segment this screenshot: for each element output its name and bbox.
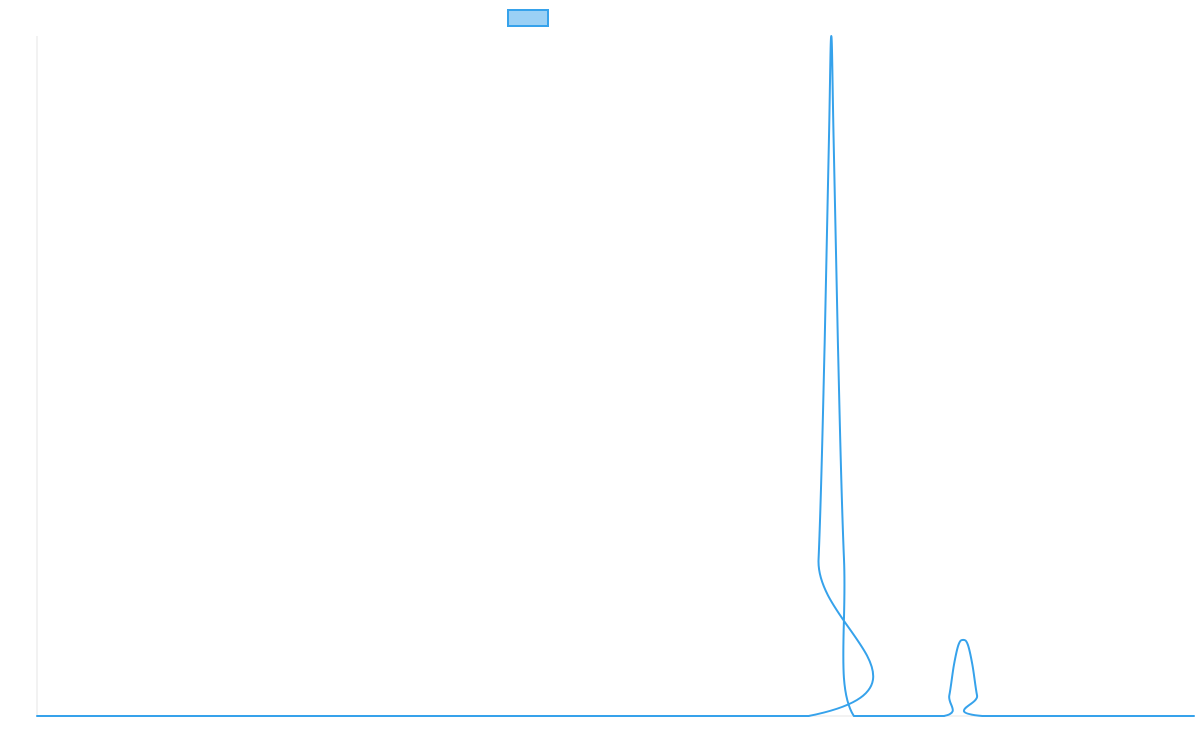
series-layer (36, 35, 1195, 718)
series-line (36, 35, 1195, 718)
axes (36, 36, 1194, 717)
legend[interactable] (507, 9, 549, 27)
legend-swatch[interactable] (507, 9, 549, 27)
